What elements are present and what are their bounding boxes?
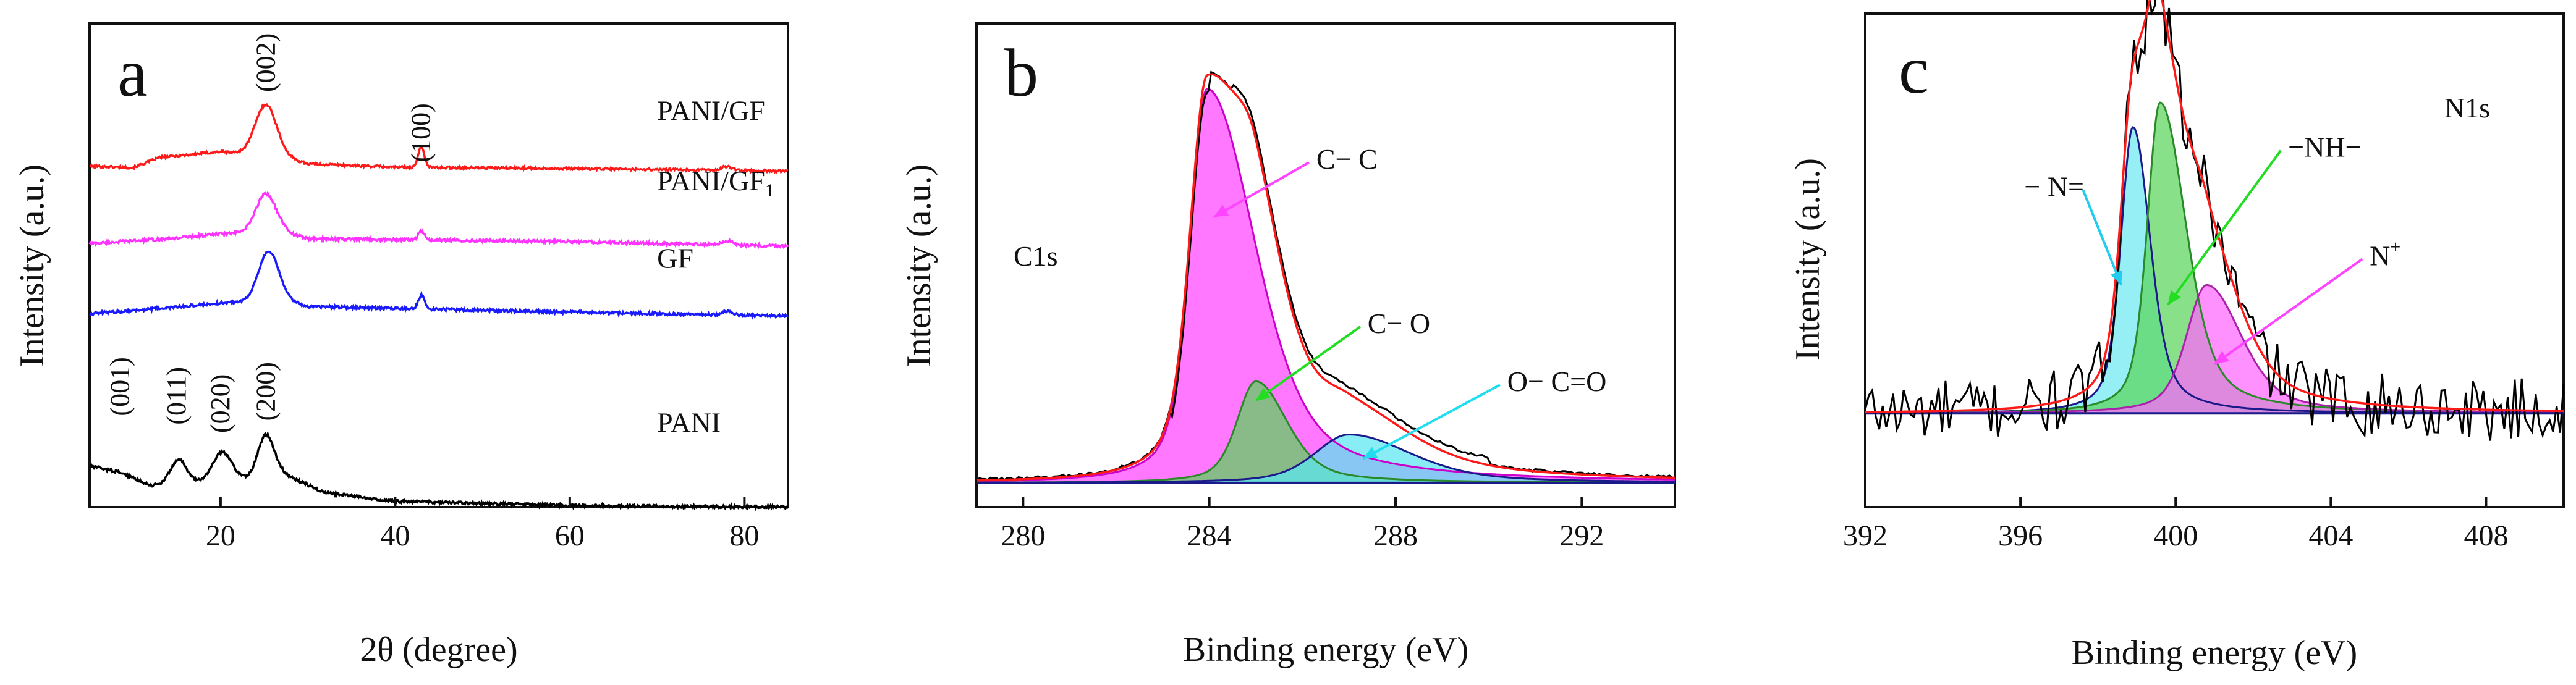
peak-label: (002) xyxy=(250,33,281,92)
panel-b-traces xyxy=(975,70,1676,484)
panel-c-component-fill xyxy=(1865,285,2564,414)
peak-label: (100) xyxy=(406,103,436,162)
panel-b-annotation-arrow-head xyxy=(1363,447,1378,459)
panel-b-component-label: C− C xyxy=(1316,143,1378,175)
panel-b-annotation-arrow xyxy=(1362,384,1501,460)
panel-b-y-axis-label: Intensity (a.u.) xyxy=(900,164,938,367)
series-line-pani-gf- xyxy=(88,190,789,250)
panel-b-frame xyxy=(975,22,1676,508)
panel-a-tick-label: 60 xyxy=(555,519,585,552)
series-line-gf xyxy=(89,250,789,320)
panel-c-x-axis-label: Binding energy (eV) xyxy=(2072,634,2357,672)
panel-b-component-label: C− O xyxy=(1368,308,1430,339)
panel-c-tick-label: 392 xyxy=(1843,519,1888,552)
panel-a-x-axis-label: 2θ (degree) xyxy=(360,631,517,669)
panel-b-component-fill xyxy=(977,434,1675,483)
panel-b-tick-label: 280 xyxy=(1001,519,1045,552)
panel-b-annotation-arrow xyxy=(1255,326,1361,402)
panel-c-n1s: 392 396 400 404 408 − N= −NH− N+ c N1s Binding… xyxy=(1789,0,2565,672)
panel-c-label-superscript: + xyxy=(2390,237,2400,257)
peak-label: (020) xyxy=(205,374,235,433)
panel-c-annotation-arrow-head xyxy=(2167,290,2181,305)
panel-b-annotations: C− C C− O O− C=O xyxy=(1213,143,1607,460)
panel-a-series-labels: PANI/GF PANI/GF1 GF PANI xyxy=(657,95,774,439)
panel-b-annotation-arrow-head xyxy=(1214,204,1229,217)
panel-a-frame xyxy=(88,22,789,508)
panel-c-title: N1s xyxy=(2444,92,2490,124)
panel-a-x-ticks: 20 40 60 80 xyxy=(206,497,759,552)
panel-b-tick-label: 288 xyxy=(1373,519,1418,552)
panel-c-component-label: N+ xyxy=(2370,237,2400,271)
panel-b-x-axis-label: Binding energy (eV) xyxy=(1183,631,1468,669)
panel-b-annotation-arrow-head xyxy=(1256,387,1271,401)
panel-a-letter: a xyxy=(117,35,148,111)
panel-c-letter: c xyxy=(1899,32,1929,107)
panel-b-raw-spectrum xyxy=(975,70,1673,482)
panel-c-y-axis-label: Intensity (a.u.) xyxy=(1789,158,1827,361)
panel-a-tick-label: 20 xyxy=(206,519,235,552)
panel-b-envelope-fit xyxy=(976,73,1676,482)
panel-a-tick-label: 80 xyxy=(729,519,759,552)
panel-c-annotation-arrow xyxy=(2082,189,2123,286)
panel-c-raw-spectrum xyxy=(1864,0,2565,441)
panel-b-letter: b xyxy=(1004,35,1038,111)
series-label: PANI/GF xyxy=(657,95,765,127)
panel-c-envelope-fit xyxy=(1865,0,2564,413)
panel-c-component-label: − N= xyxy=(2024,171,2084,203)
peak-label: (001) xyxy=(104,357,135,416)
panel-c-x-ticks: 392 396 400 404 408 xyxy=(1843,497,2508,552)
series-label: PANI xyxy=(657,407,721,439)
peak-label: (011) xyxy=(161,367,192,425)
panel-b-component-label: O− C=O xyxy=(1507,366,1607,397)
panel-c-annotation-arrow-head xyxy=(2214,351,2229,364)
panel-c-tick-label: 400 xyxy=(2153,519,2198,552)
panel-a-tick-label: 40 xyxy=(380,519,410,552)
panel-a-peak-labels: (002) (100) (001) (011) (020) (200) xyxy=(104,33,436,433)
series-label-subscript: 1 xyxy=(765,180,774,201)
panel-b-tick-label: 292 xyxy=(1559,519,1604,552)
panel-a-y-axis-label: Intensity (a.u.) xyxy=(13,164,51,367)
panel-c-component-label: −NH− xyxy=(2288,132,2361,163)
panel-c-annotation-arrow xyxy=(2167,149,2282,306)
panel-c-tick-label: 408 xyxy=(2464,519,2508,552)
panel-c-traces xyxy=(1864,0,2565,441)
series-label: GF xyxy=(657,242,693,274)
panel-b-title: C1s xyxy=(1014,240,1058,272)
panel-b-x-ticks: 280 284 288 292 xyxy=(1001,497,1604,552)
panel-b-tick-label: 284 xyxy=(1187,519,1232,552)
panel-a-traces xyxy=(88,103,789,511)
panel-b-component-line xyxy=(977,88,1675,482)
panel-a-xrd: 20 40 60 80 (002)(100)(001) (011) (020) (200) … xyxy=(13,22,789,669)
peak-label: (200) xyxy=(250,362,281,421)
series-line-pani xyxy=(89,431,789,511)
panel-c-tick-label: 396 xyxy=(1998,519,2043,552)
panel-c-tick-label: 404 xyxy=(2308,519,2353,552)
panel-c-annotation-arrow-head xyxy=(2110,270,2122,285)
series-label: PANI/GF1 xyxy=(657,165,774,201)
panel-b-c1s: 280 284 288 292 C− C C− O O− C=O b C1s Bindin… xyxy=(900,22,1676,669)
series-line-pani-gf xyxy=(89,103,789,174)
panel-c-frame xyxy=(1864,12,2565,508)
panel-b-annotation-arrow xyxy=(1213,161,1310,218)
panel-c-annotation-arrow xyxy=(2213,258,2363,365)
